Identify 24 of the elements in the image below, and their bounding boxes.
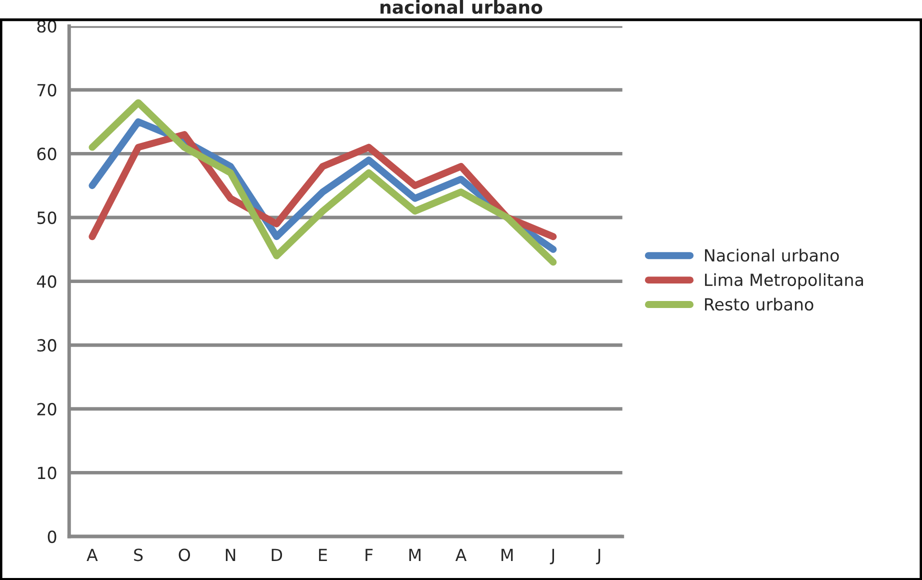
- y-tick-label: 70: [38, 84, 56, 96]
- x-tick-label: D: [272, 548, 282, 561]
- x-tick-label: F: [366, 548, 373, 561]
- y-tick-label: 20: [37, 402, 56, 416]
- chart-title: nacional urbano: [380, 0, 542, 14]
- x-tick-label: M: [502, 548, 513, 561]
- x-tick-label: A: [455, 548, 467, 561]
- legend-label: Nacional urbano: [705, 248, 839, 262]
- y-tick-label: 50: [37, 211, 56, 224]
- x-tick-label: O: [178, 548, 190, 562]
- y-tick-label: 10: [38, 466, 56, 480]
- y-tick-label: 60: [37, 148, 56, 160]
- y-tick-label: 40: [36, 275, 56, 288]
- x-tick-label: A: [86, 548, 98, 561]
- x-tick-label: E: [319, 548, 327, 561]
- x-tick-label: M: [409, 548, 420, 561]
- x-tick-label: J: [550, 548, 554, 564]
- x-tick-label: S: [134, 548, 143, 562]
- legend-label: Resto urbano: [705, 298, 814, 311]
- x-tick-label: J: [596, 548, 600, 564]
- y-tick-label: 30: [37, 339, 56, 352]
- legend-label: Lima Metropolitana: [705, 273, 863, 290]
- y-tick-label: 0: [48, 530, 56, 544]
- x-tick-label: N: [226, 548, 236, 561]
